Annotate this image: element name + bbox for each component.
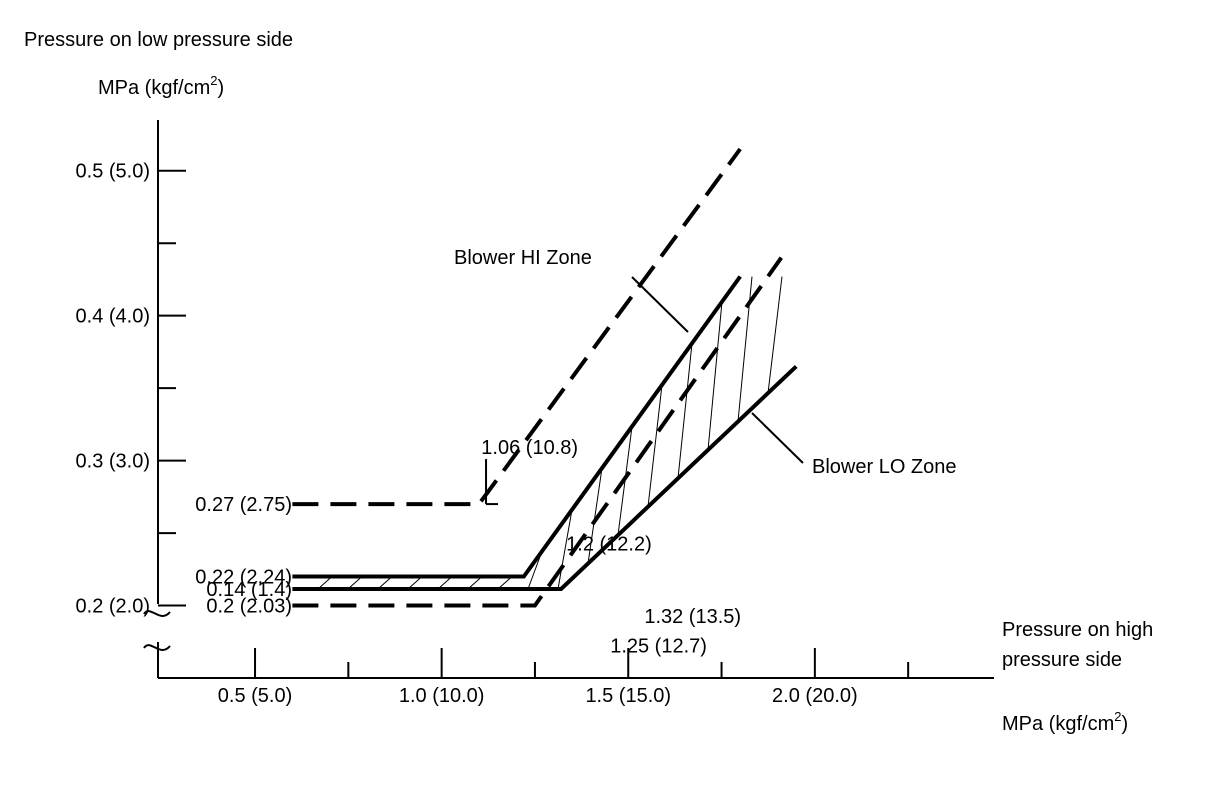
hatch-line-4 xyxy=(437,576,453,590)
point-annotation-1: 1.2 (12.2) xyxy=(566,534,652,556)
hatch-line-14 xyxy=(737,276,753,422)
x-axis-unit-prefix: MPa (kgf/cm xyxy=(1002,713,1114,735)
x-tick-label-4: 1.5 (15.0) xyxy=(585,685,671,707)
point-annotation-3: 1.32 (13.5) xyxy=(644,606,741,628)
x-axis-unit-suffix: ) xyxy=(1121,713,1128,735)
series-value-label-3: 0.14 (1.4) xyxy=(206,579,292,601)
y-axis-unit-suffix: ) xyxy=(217,77,224,99)
y-axis-break-upper xyxy=(143,610,171,617)
hatch-line-5 xyxy=(467,576,483,590)
series-value-label-1: 0.22 (2.24) xyxy=(195,567,292,589)
x-axis-unit-sup: 2 xyxy=(1114,709,1121,724)
hatch-line-6 xyxy=(497,576,513,590)
series-line-2 xyxy=(292,256,783,608)
hatch-line-0 xyxy=(317,576,333,590)
hatch-line-9 xyxy=(587,468,603,564)
y-axis-break-lower xyxy=(143,644,171,651)
point-annotation-0: 1.06 (10.8) xyxy=(481,437,578,459)
series-line-0 xyxy=(292,147,742,507)
series-value-label-2: 0.2 (2.03) xyxy=(206,596,292,618)
hatch-line-8 xyxy=(557,509,573,590)
point-annotation-2: 1.25 (12.7) xyxy=(610,636,707,658)
blower-hi-zone-leader xyxy=(631,276,689,333)
y-axis-unit: MPa (kgf/cm2) xyxy=(98,73,224,99)
x-tick-label-0: 0.5 (5.0) xyxy=(218,685,292,707)
x-tick-label-6: 2.0 (20.0) xyxy=(772,685,858,707)
labels-layer: 0.5 (5.0) 1.0 (10.0) 1.5 (15.0) 2.0 (20.0) 0… xyxy=(76,161,858,707)
hatch-line-13 xyxy=(707,301,723,450)
blower-hi-zone-label: Blower HI Zone xyxy=(454,247,592,269)
series-value-label-0: 0.27 (2.75) xyxy=(195,494,292,516)
y-tick-label-0: 0.2 (2.0) xyxy=(76,596,150,618)
hatch-line-2 xyxy=(377,576,393,590)
x-axis-title-line1: Pressure on high xyxy=(1002,619,1153,641)
y-tick-label-6: 0.5 (5.0) xyxy=(76,161,150,183)
y-axis-unit-prefix: MPa (kgf/cm xyxy=(98,77,210,99)
blower-lo-zone-label: Blower LO Zone xyxy=(812,456,957,478)
blower-lo-zone-leader xyxy=(751,412,804,464)
hatch-line-1 xyxy=(347,576,363,590)
y-axis-title: Pressure on low pressure side xyxy=(24,29,293,51)
y-tick-label-2: 0.3 (3.0) xyxy=(76,451,150,473)
hatch-layer xyxy=(317,276,783,590)
y-axis-unit-sup: 2 xyxy=(210,73,217,88)
x-tick-label-2: 1.0 (10.0) xyxy=(399,685,485,707)
series-line-1 xyxy=(292,275,742,579)
series-layer xyxy=(292,147,798,608)
x-axis-unit: MPa (kgf/cm2) xyxy=(1002,709,1128,735)
series-line-3 xyxy=(292,364,798,591)
hatch-line-3 xyxy=(407,576,423,590)
zone-callouts: Blower HI Zone Blower LO Zone xyxy=(454,247,957,478)
y-tick-label-4: 0.4 (4.0) xyxy=(76,306,150,328)
hatch-line-15 xyxy=(767,276,783,394)
x-axis-title-line2: pressure side xyxy=(1002,649,1122,671)
hatch-line-11 xyxy=(647,384,663,507)
hatch-line-12 xyxy=(677,343,693,479)
axes xyxy=(143,120,994,679)
